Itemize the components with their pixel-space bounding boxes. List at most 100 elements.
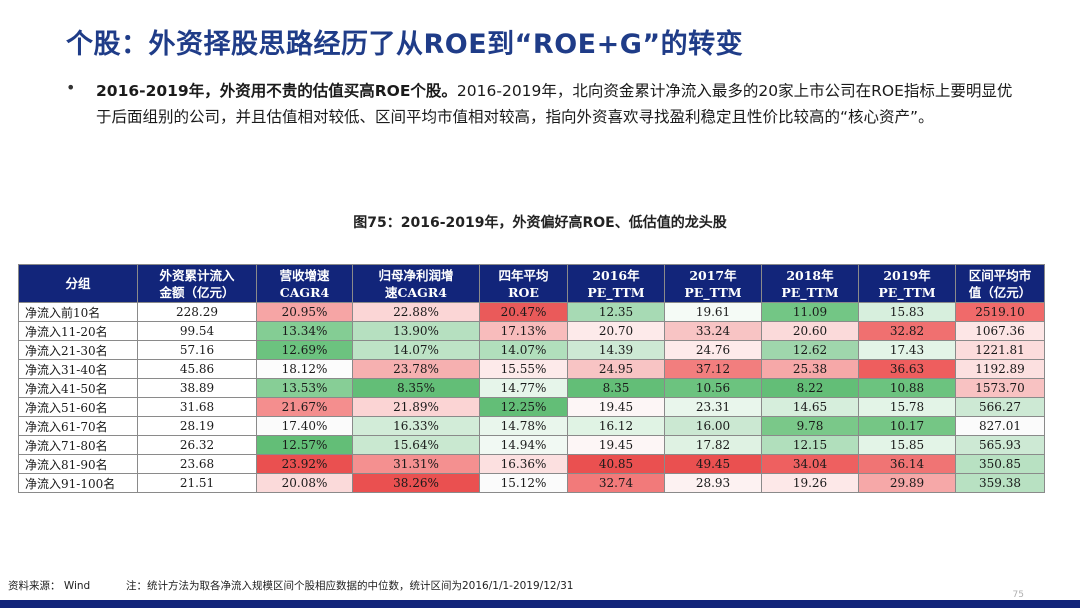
- value-cell: 8.22: [761, 378, 859, 398]
- bullet-bold-lead: 2016-2019年，外资用不贵的估值买高ROE个股。: [96, 82, 457, 100]
- value-cell: 31.31%: [352, 454, 480, 474]
- value-cell: 1067.36: [955, 321, 1045, 341]
- table-row: 净流入51-60名 31.68 21.67% 21.89% 12.25% 19.45 23.…: [18, 397, 1045, 417]
- header-label-line: 外资累计流入: [159, 267, 235, 283]
- bullet-marker: •: [66, 78, 76, 97]
- header-cell: 2016年 PE_TTM: [567, 264, 665, 303]
- value-cell: 10.56: [664, 378, 762, 398]
- header-label-line: 2017年: [689, 267, 737, 283]
- row-label-cell: 净流入41-50名: [18, 378, 138, 398]
- page-number: 75: [1012, 590, 1024, 600]
- value-cell: 566.27: [955, 397, 1045, 417]
- header-label-line: CAGR4: [279, 284, 330, 300]
- value-cell: 12.15: [761, 435, 859, 455]
- row-label-cell: 净流入前10名: [18, 302, 138, 322]
- source-note: 资料来源： Wind: [8, 580, 91, 592]
- data-table: 分组 外资累计流入 金额（亿元） 营收增速 CAGR4 归母净利润增 速CAGR4 四…: [18, 264, 1045, 493]
- value-cell: 37.12: [664, 359, 762, 379]
- header-label-line: PE_TTM: [781, 284, 839, 300]
- header-label-line: 分组: [65, 276, 91, 291]
- value-cell: 23.92%: [256, 454, 353, 474]
- value-cell: 22.88%: [352, 302, 480, 322]
- value-cell: 25.38: [761, 359, 859, 379]
- value-cell: 12.62: [761, 340, 859, 360]
- table-body: 净流入前10名 228.29 20.95% 22.88% 20.47% 12.35 19.6…: [18, 302, 1045, 493]
- row-label-cell: 净流入61-70名: [18, 416, 138, 436]
- value-cell: 32.82: [858, 321, 956, 341]
- value-cell: 13.34%: [256, 321, 353, 341]
- header-label-line: ROE: [508, 284, 539, 300]
- value-cell: 49.45: [664, 454, 762, 474]
- table-row: 净流入21-30名 57.16 12.69% 14.07% 14.07% 14.39 24.…: [18, 340, 1045, 360]
- value-cell: 21.67%: [256, 397, 353, 417]
- value-cell: 24.95: [567, 359, 665, 379]
- value-cell: 14.94%: [479, 435, 568, 455]
- header-label-line: PE_TTM: [684, 284, 742, 300]
- value-cell: 23.78%: [352, 359, 480, 379]
- header-label-line: 四年平均: [498, 267, 549, 283]
- value-cell: 29.89: [858, 473, 956, 493]
- value-cell: 16.33%: [352, 416, 480, 436]
- value-cell: 12.25%: [479, 397, 568, 417]
- row-label-cell: 净流入91-100名: [18, 473, 138, 493]
- row-label-cell: 净流入71-80名: [18, 435, 138, 455]
- value-cell: 34.04: [761, 454, 859, 474]
- value-cell: 17.40%: [256, 416, 353, 436]
- value-cell: 16.36%: [479, 454, 568, 474]
- value-cell: 19.26: [761, 473, 859, 493]
- header-label-line: 归母净利润增: [378, 267, 454, 283]
- header-label-line: 营收增速: [279, 267, 330, 283]
- value-cell: 19.45: [567, 435, 665, 455]
- table-row: 净流入41-50名 38.89 13.53% 8.35% 14.77% 8.35 10.56…: [18, 378, 1045, 398]
- value-cell: 228.29: [137, 302, 257, 322]
- bullet-text: 2016-2019年，外资用不贵的估值买高ROE个股。2016-2019年，北向…: [96, 78, 1020, 130]
- row-label-cell: 净流入11-20名: [18, 321, 138, 341]
- row-label-cell: 净流入31-40名: [18, 359, 138, 379]
- value-cell: 57.16: [137, 340, 257, 360]
- value-cell: 9.78: [761, 416, 859, 436]
- bullet-body: 2016-2019年，北向资金累计净流入最多的20家上市公司在ROE指标上要明显…: [96, 82, 1013, 126]
- value-cell: 16.00: [664, 416, 762, 436]
- value-cell: 1192.89: [955, 359, 1045, 379]
- value-cell: 13.90%: [352, 321, 480, 341]
- value-cell: 19.61: [664, 302, 762, 322]
- value-cell: 10.88: [858, 378, 956, 398]
- value-cell: 8.35%: [352, 378, 480, 398]
- value-cell: 23.68: [137, 454, 257, 474]
- header-cell: 归母净利润增 速CAGR4: [352, 264, 480, 303]
- value-cell: 10.17: [858, 416, 956, 436]
- header-cell: 2018年 PE_TTM: [761, 264, 859, 303]
- header-label-line: 2018年: [786, 267, 834, 283]
- value-cell: 19.45: [567, 397, 665, 417]
- value-cell: 11.09: [761, 302, 859, 322]
- table-row: 净流入81-90名 23.68 23.92% 31.31% 16.36% 40.85 49.…: [18, 454, 1045, 474]
- value-cell: 15.55%: [479, 359, 568, 379]
- value-cell: 15.78: [858, 397, 956, 417]
- table-row: 净流入前10名 228.29 20.95% 22.88% 20.47% 12.35 19.6…: [18, 302, 1045, 322]
- header-cell: 外资累计流入 金额（亿元）: [137, 264, 257, 303]
- value-cell: 12.69%: [256, 340, 353, 360]
- value-cell: 14.78%: [479, 416, 568, 436]
- value-cell: 14.07%: [352, 340, 480, 360]
- header-label-line: 速CAGR4: [385, 284, 447, 300]
- value-cell: 17.13%: [479, 321, 568, 341]
- value-cell: 21.51: [137, 473, 257, 493]
- row-label-cell: 净流入81-90名: [18, 454, 138, 474]
- header-label-line: 值（亿元）: [968, 284, 1032, 300]
- table-row: 净流入91-100名 21.51 20.08% 38.26% 15.12% 32.74 28…: [18, 473, 1045, 493]
- value-cell: 17.82: [664, 435, 762, 455]
- header-label-line: PE_TTM: [878, 284, 936, 300]
- header-label-line: 2016年: [592, 267, 640, 283]
- value-cell: 28.19: [137, 416, 257, 436]
- value-cell: 36.63: [858, 359, 956, 379]
- value-cell: 565.93: [955, 435, 1045, 455]
- value-cell: 20.47%: [479, 302, 568, 322]
- header-cell: 区间平均市 值（亿元）: [955, 264, 1045, 303]
- row-label-cell: 净流入51-60名: [18, 397, 138, 417]
- value-cell: 359.38: [955, 473, 1045, 493]
- value-cell: 14.77%: [479, 378, 568, 398]
- value-cell: 32.74: [567, 473, 665, 493]
- table-row: 净流入11-20名 99.54 13.34% 13.90% 17.13% 20.70 33.…: [18, 321, 1045, 341]
- bottom-accent-bar: [0, 600, 1080, 608]
- value-cell: 1221.81: [955, 340, 1045, 360]
